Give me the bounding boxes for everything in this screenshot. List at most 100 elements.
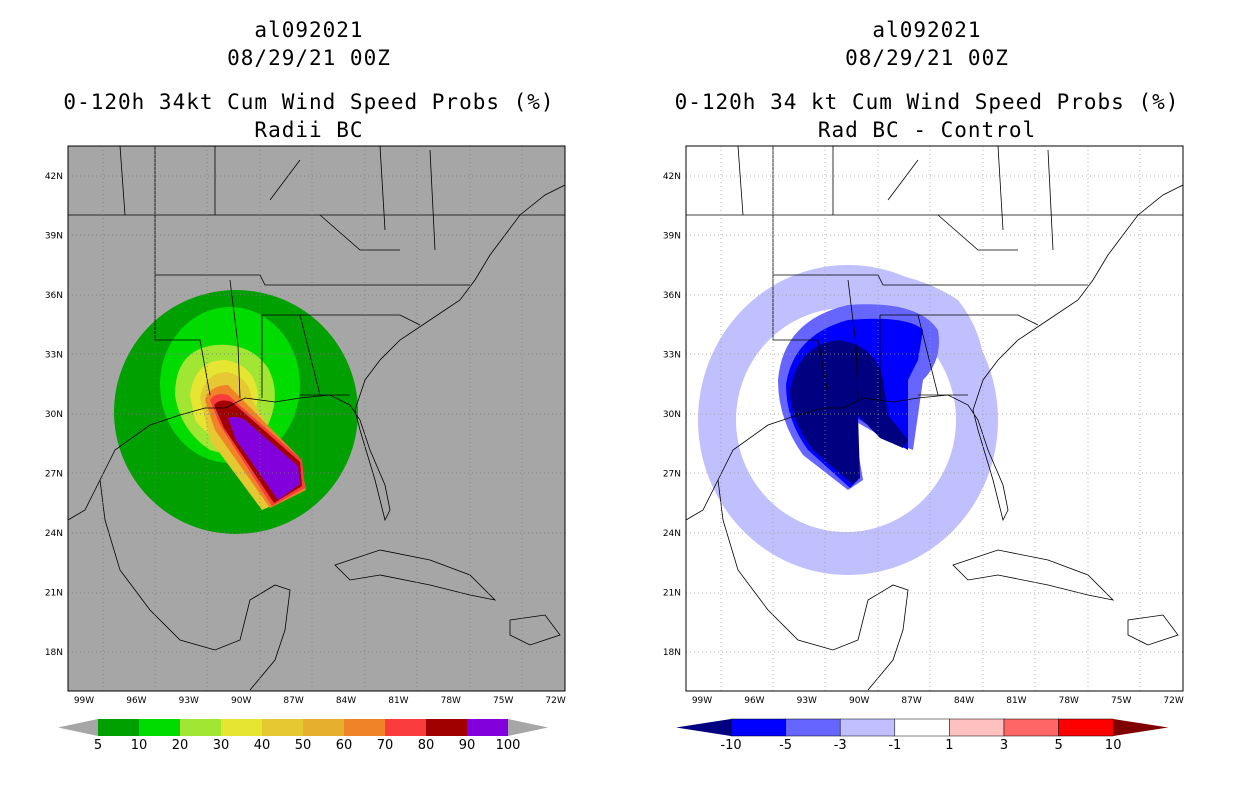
- colorbar-swatch: [1003, 718, 1059, 737]
- right-map-svg: 42N 39N 36N 33N 30N 27N 24N 21N 18N 99W 96W 93W 90W…: [663, 145, 1184, 753]
- colorbar-over-arrow: [508, 719, 548, 736]
- lon-label: 90W: [231, 696, 251, 706]
- probability-field: [114, 290, 358, 534]
- lon-label: 72W: [545, 696, 565, 706]
- lon-labels: 99W 96W 93W 90W 87W 84W 81W 78W 75W 72W: [74, 696, 566, 706]
- colorbar-label: -5: [779, 738, 792, 753]
- colorbar-label: 40: [254, 738, 271, 753]
- lon-label: 93W: [797, 696, 817, 706]
- colorbar-label: 3: [1000, 738, 1008, 753]
- lon-label: 93W: [179, 696, 199, 706]
- lat-label: 42N: [45, 172, 63, 182]
- lon-label: 99W: [74, 696, 94, 706]
- product-title: 0-120h 34 kt Cum Wind Speed Probs (%): [674, 90, 1180, 114]
- colorbar-label: -10: [720, 738, 741, 753]
- left-colorbar: 5 10 20 30 40 50 60 70 80 90 100: [58, 719, 548, 753]
- colorbar-swatch: [385, 719, 426, 736]
- left-map-panel: al092021 08/29/21 00Z 0-120h 34kt Cum Wi…: [45, 18, 566, 753]
- colorbar-swatch: [344, 719, 385, 736]
- lat-label: 27N: [45, 470, 63, 480]
- lon-label: 99W: [692, 696, 712, 706]
- colorbar-swatch: [894, 718, 950, 737]
- colorbar-under-arrow: [676, 719, 731, 736]
- lat-label: 24N: [663, 529, 681, 539]
- lat-label: 39N: [663, 232, 681, 242]
- lat-label: 33N: [663, 351, 681, 361]
- lat-label: 24N: [45, 529, 63, 539]
- colorbar-label: 5: [1054, 738, 1062, 753]
- colorbar-label: 80: [418, 738, 435, 753]
- storm-id-title: al092021: [254, 18, 364, 42]
- difference-field: [698, 265, 998, 575]
- lon-label: 90W: [849, 696, 869, 706]
- lat-label: 18N: [663, 648, 681, 658]
- colorbar-swatch: [426, 719, 467, 736]
- colorbar-label: 10: [1105, 738, 1122, 753]
- colorbar-swatch: [221, 719, 262, 736]
- colorbar-label: 5: [94, 738, 102, 753]
- lat-labels: 42N 39N 36N 33N 30N 27N 24N 21N 18N: [45, 172, 63, 658]
- colorbar-label: 10: [131, 738, 148, 753]
- lon-label: 84W: [336, 696, 356, 706]
- lon-label: 96W: [126, 696, 146, 706]
- right-colorbar: -10 -5 -3 -1 1 3 5 10: [676, 718, 1169, 753]
- lat-label: 21N: [663, 589, 681, 599]
- colorbar-swatch: [98, 719, 139, 736]
- colorbar-swatch: [839, 718, 896, 737]
- right-map-panel: al092021 08/29/21 00Z 0-120h 34 kt Cum W…: [618, 0, 1236, 800]
- lat-labels: 42N 39N 36N 33N 30N 27N 24N 21N 18N: [663, 172, 681, 658]
- colorbar-over-arrow: [1113, 719, 1169, 736]
- datetime-title: 08/29/21 00Z: [227, 46, 391, 70]
- lat-label: 36N: [663, 291, 681, 301]
- left-map-svg: 42N 39N 36N 33N 30N 27N 24N 21N 18N 99W 96W 93W 90W…: [45, 145, 566, 753]
- map-frame: [67, 145, 566, 692]
- colorbar-label: 90: [459, 738, 476, 753]
- lon-label: 75W: [1111, 696, 1131, 706]
- lon-label: 72W: [1163, 696, 1183, 706]
- colorbar-swatch: [785, 718, 841, 737]
- lat-label: 39N: [45, 232, 63, 242]
- storm-id-title: al092021: [872, 18, 982, 42]
- colorbar-label: 20: [172, 738, 189, 753]
- lat-label: 36N: [45, 291, 63, 301]
- lon-label: 84W: [954, 696, 974, 706]
- map-frame: [685, 145, 1184, 692]
- colorbar-swatch: [730, 718, 786, 737]
- colorbar-swatch: [180, 719, 221, 736]
- product-title: 0-120h 34kt Cum Wind Speed Probs (%): [63, 90, 555, 114]
- lon-label: 81W: [388, 696, 408, 706]
- colorbar-label: -1: [888, 738, 901, 753]
- datetime-title: 08/29/21 00Z: [845, 46, 1009, 70]
- lat-label: 33N: [45, 351, 63, 361]
- colorbar-swatch: [262, 719, 303, 736]
- colorbar-label: 70: [377, 738, 394, 753]
- lon-label: 87W: [283, 696, 303, 706]
- diff-minus1-arc: [713, 270, 985, 420]
- colorbar-label: 30: [213, 738, 230, 753]
- lon-label: 81W: [1006, 696, 1026, 706]
- lat-label: 21N: [45, 589, 63, 599]
- lat-label: 18N: [45, 648, 63, 658]
- lon-label: 87W: [901, 696, 921, 706]
- diff-minus10-contour: [790, 340, 908, 484]
- lon-label: 78W: [441, 696, 461, 706]
- graticule: [686, 146, 1183, 691]
- graticule: [68, 146, 565, 691]
- colorbar-label: 100: [496, 738, 521, 753]
- subtitle: Radii BC: [254, 118, 364, 142]
- subtitle: Rad BC - Control: [817, 118, 1037, 142]
- lon-labels: 99W 96W 93W 90W 87W 84W 81W 78W 75W 72W: [692, 696, 1184, 706]
- lat-label: 27N: [663, 470, 681, 480]
- colorbar-label: 50: [295, 738, 312, 753]
- colorbar-swatch: [139, 719, 180, 736]
- colorbar-label: 1: [945, 738, 953, 753]
- colorbar-swatch: [1058, 718, 1114, 737]
- lon-label: 75W: [493, 696, 513, 706]
- colorbar-label: 60: [336, 738, 353, 753]
- lat-label: 30N: [663, 410, 681, 420]
- prob-90-contour: [228, 416, 300, 500]
- colorbar-swatch: [303, 719, 344, 736]
- lon-label: 78W: [1059, 696, 1079, 706]
- colorbar-label: -3: [834, 738, 847, 753]
- lon-label: 96W: [744, 696, 764, 706]
